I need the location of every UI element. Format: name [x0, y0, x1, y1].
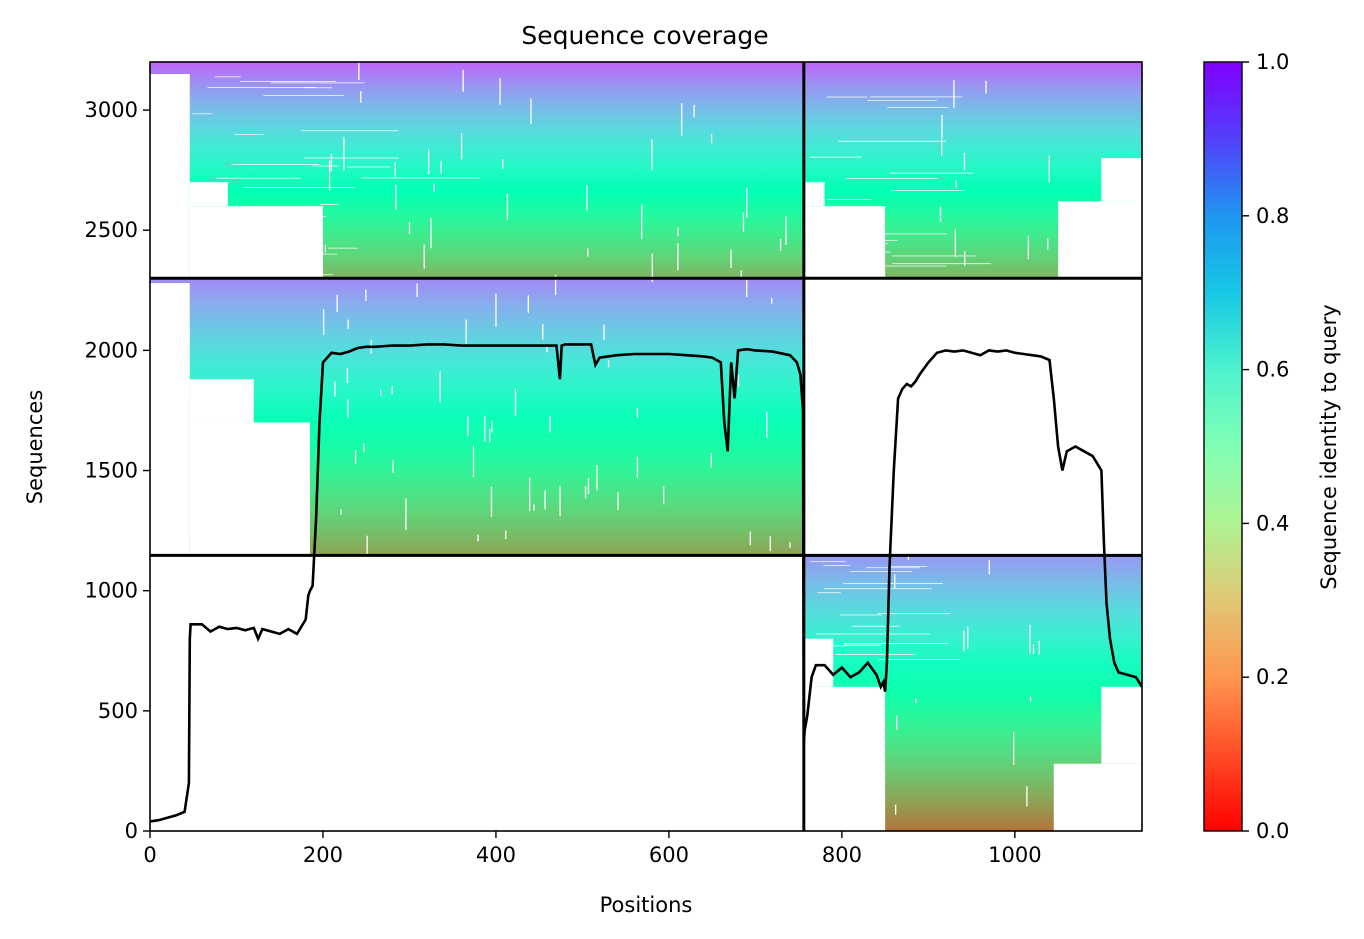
colorbar-tick-label: 0.0	[1256, 819, 1289, 843]
plot-frame	[149, 61, 1143, 832]
colorbar-label: Sequence identity to query	[1317, 304, 1341, 589]
x-tick-label: 600	[649, 843, 689, 867]
coverage-gaps	[150, 62, 1142, 831]
colorbar-tick-label: 1.0	[1256, 50, 1289, 74]
y-tick-label: 500	[98, 699, 138, 723]
coverage-blocks	[150, 62, 1142, 831]
chart-title: Sequence coverage	[521, 21, 768, 50]
y-tick-label: 1500	[85, 459, 138, 483]
colorbar-tick-label: 0.6	[1256, 358, 1289, 382]
colorbar	[1203, 61, 1243, 832]
coverage-line	[150, 343, 1142, 823]
y-tick-label: 0	[125, 819, 138, 843]
x-tick-label: 1000	[988, 843, 1041, 867]
y-tick-label: 3000	[85, 98, 138, 122]
x-tick-label: 400	[476, 843, 516, 867]
y-axis-ticks: 0 500 1000 1500 2000 2500 3000	[85, 98, 150, 843]
x-axis-ticks: 0 200 400 600 800 1000	[143, 831, 1042, 867]
y-tick-label: 1000	[85, 579, 138, 603]
colorbar-tick-label: 0.4	[1256, 511, 1289, 535]
x-tick-label: 0	[143, 843, 156, 867]
y-tick-label: 2500	[85, 218, 138, 242]
colorbar-ticks: 0.0 0.2 0.4 0.6 0.8 1.0	[1242, 50, 1289, 843]
y-tick-label: 2000	[85, 338, 138, 362]
colorbar-tick-label: 0.8	[1256, 204, 1289, 228]
y-axis-label: Sequences	[23, 390, 47, 505]
x-axis-label: Positions	[600, 893, 693, 917]
x-tick-label: 800	[822, 843, 862, 867]
x-tick-label: 200	[303, 843, 343, 867]
colorbar-tick-label: 0.2	[1256, 665, 1289, 689]
